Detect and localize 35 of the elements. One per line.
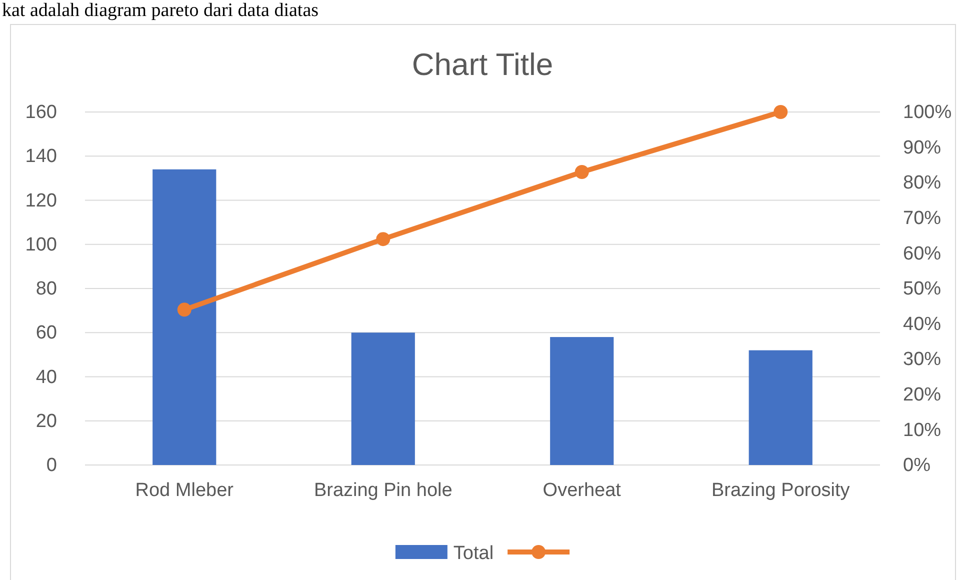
y-tick-label: 0 (46, 455, 57, 476)
y-tick-label: 120 (25, 190, 57, 212)
y2-tick-label: 80% (903, 172, 942, 194)
y-tick-label: 140 (25, 146, 57, 168)
x-tick-label: Rod Mleber (135, 480, 234, 501)
y2-tick-label: 10% (903, 420, 942, 441)
bar (152, 169, 216, 465)
y-tick-label: 60 (36, 322, 57, 344)
y-tick-label: 100 (25, 234, 57, 256)
y2-tick-label: 20% (903, 384, 942, 406)
y2-tick-label: 70% (903, 208, 942, 229)
y2-tick-label: 0% (903, 455, 931, 476)
y2-tick-label: 90% (903, 137, 942, 158)
point (376, 232, 390, 246)
x-tick-label: Brazing Pin hole (314, 480, 452, 501)
y-tick-label: 80 (36, 278, 57, 300)
y-tick-label: 40 (36, 366, 57, 388)
legend-label: Total (453, 543, 494, 564)
bar (748, 350, 812, 465)
y-tick-label: 20 (36, 410, 57, 432)
point (177, 302, 192, 317)
y-tick-label: 160 (25, 102, 57, 124)
y2-tick-label: 30% (903, 349, 942, 370)
chart-title: Chart Title (412, 47, 554, 82)
bar (351, 332, 415, 465)
point (774, 105, 788, 119)
x-tick-label: Brazing Porosity (711, 480, 850, 501)
point (574, 165, 589, 180)
bar (550, 337, 614, 465)
y2-tick-label: 100% (903, 102, 952, 124)
y2-tick-label: 50% (903, 278, 942, 300)
text: kat adalah diagram pareto dari data diatas (2, 0, 319, 21)
x-tick-label: Overheat (542, 480, 622, 501)
y2-tick-label: 40% (903, 314, 942, 335)
y2-tick-label: 60% (903, 243, 942, 264)
